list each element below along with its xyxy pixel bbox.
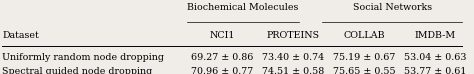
Text: 74.51 ± 0.58: 74.51 ± 0.58 [262,67,324,74]
Text: 75.19 ± 0.67: 75.19 ± 0.67 [333,53,395,62]
Text: NCI1: NCI1 [209,31,235,40]
Text: 73.40 ± 0.74: 73.40 ± 0.74 [262,53,324,62]
Text: Biochemical Molecules: Biochemical Molecules [188,3,299,12]
Text: Social Networks: Social Networks [353,3,432,12]
Text: 53.77 ± 0.61: 53.77 ± 0.61 [404,67,466,74]
Text: 75.65 ± 0.55: 75.65 ± 0.55 [333,67,395,74]
Text: 53.04 ± 0.63: 53.04 ± 0.63 [404,53,466,62]
Text: Dataset: Dataset [2,31,39,40]
Text: COLLAB: COLLAB [343,31,385,40]
Text: Spectral guided node dropping: Spectral guided node dropping [2,67,153,74]
Text: IMDB-M: IMDB-M [415,31,456,40]
Text: 70.96 ± 0.77: 70.96 ± 0.77 [191,67,253,74]
Text: Uniformly random node dropping: Uniformly random node dropping [2,53,164,62]
Text: 69.27 ± 0.86: 69.27 ± 0.86 [191,53,253,62]
Text: PROTEINS: PROTEINS [266,31,319,40]
